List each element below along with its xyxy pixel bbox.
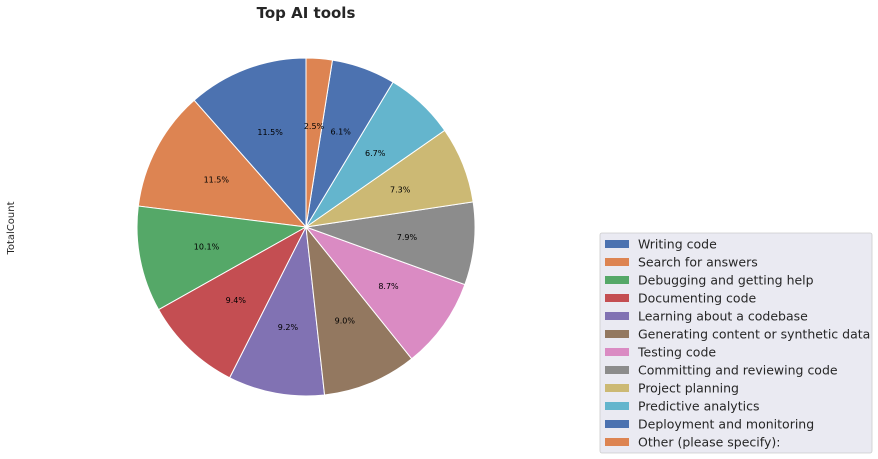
pie-percent-label-10: 6.7%	[365, 149, 386, 158]
legend-box	[599, 232, 873, 454]
legend-swatch-4	[605, 294, 629, 302]
pie-slice-7	[304, 225, 466, 360]
pie-percent-label-2: 11.5%	[204, 176, 230, 185]
legend-swatch-7	[605, 348, 629, 356]
pie-percent-label-7: 8.7%	[378, 282, 399, 291]
pie-slice-2	[137, 99, 308, 228]
pie-percent-label-4: 9.4%	[226, 296, 247, 305]
pie-slice-12	[305, 57, 334, 228]
pie-slices	[136, 57, 476, 397]
pie-percent-label-3: 10.1%	[194, 243, 220, 252]
pie-percent-label-1: 11.5%	[257, 128, 283, 137]
legend-label-2: Search for answers	[638, 255, 758, 270]
legend-swatch-3	[605, 276, 629, 284]
legend-label-10: Predictive analytics	[638, 399, 759, 414]
legend-swatch-2	[605, 258, 629, 266]
pie-percent-label-9: 7.3%	[390, 186, 411, 195]
legend-label-4: Documenting code	[638, 291, 757, 306]
legend-swatch-1	[605, 240, 629, 248]
legend-label-7: Testing code	[637, 345, 716, 360]
legend-label-3: Debugging and getting help	[638, 273, 814, 288]
pie-slice-1	[193, 57, 307, 229]
pie-percent-label-6: 9.0%	[335, 317, 356, 326]
pie-percent-labels: 11.5% 11.5% 10.1% 9.4% 9.2% 9.0% 8.7% 7.9% 7.3% 6…	[194, 122, 418, 332]
pie-slice-3	[136, 205, 308, 311]
legend-swatch-8	[605, 366, 629, 374]
y-axis-label: TotalCount	[6, 201, 17, 255]
legend: Writing code Search for answers Debugging …	[599, 232, 873, 454]
legend-swatch-6	[605, 330, 629, 338]
legend-label-5: Learning about a codebase	[638, 309, 808, 324]
legend-label-1: Writing code	[638, 237, 717, 252]
pie-slice-5	[229, 225, 326, 397]
legend-swatch-12	[605, 438, 629, 446]
pie-slice-4	[157, 225, 308, 379]
legend-label-9: Project planning	[638, 381, 739, 396]
legend-swatch-10	[605, 402, 629, 410]
legend-label-11: Deployment and monitoring	[638, 417, 814, 432]
legend-swatch-5	[605, 312, 629, 320]
legend-label-8: Committing and reviewing code	[638, 363, 838, 378]
pie-percent-label-5: 9.2%	[278, 323, 299, 332]
pie-percent-label-11: 6.1%	[331, 128, 352, 137]
legend-swatch-11	[605, 420, 629, 428]
pie-percent-label-8: 7.9%	[397, 233, 418, 242]
legend-label-12: Other (please specify):	[638, 435, 780, 450]
legend-label-6: Generating content or synthetic data	[638, 327, 870, 342]
pie-percent-label-12: 2.5%	[304, 122, 325, 131]
chart-title: Top AI tools	[257, 4, 356, 22]
legend-swatch-9	[605, 384, 629, 392]
pie-slice-6	[305, 225, 413, 396]
